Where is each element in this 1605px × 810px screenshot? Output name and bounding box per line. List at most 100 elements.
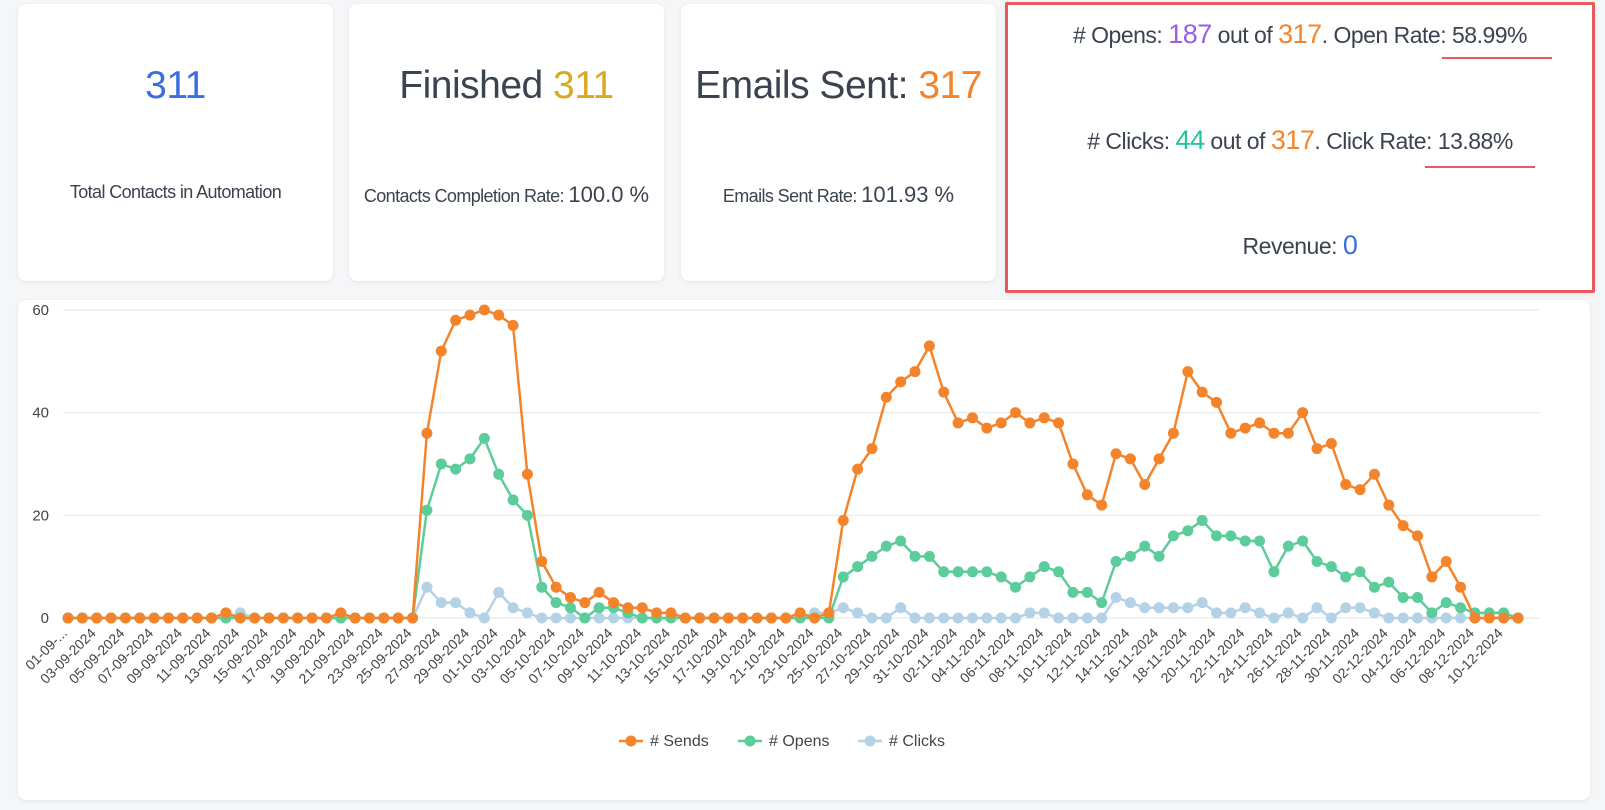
click-rate-value: 13.88% bbox=[1437, 128, 1514, 154]
data-point-opens bbox=[1282, 540, 1294, 552]
data-point-sends bbox=[119, 612, 131, 624]
data-point-opens bbox=[1182, 525, 1194, 537]
data-point-clicks bbox=[493, 586, 505, 598]
data-point-sends bbox=[938, 386, 950, 398]
data-point-sends bbox=[1124, 453, 1136, 465]
data-point-sends bbox=[1024, 417, 1036, 429]
data-point-sends bbox=[206, 612, 218, 624]
data-point-sends bbox=[866, 443, 878, 455]
data-point-clicks bbox=[507, 602, 519, 614]
data-point-opens bbox=[1124, 550, 1136, 562]
data-point-sends bbox=[1254, 417, 1266, 429]
data-point-clicks bbox=[1139, 602, 1151, 614]
legend-marker bbox=[625, 735, 637, 747]
data-point-sends bbox=[966, 412, 978, 424]
data-point-sends bbox=[1239, 422, 1251, 434]
data-point-clicks bbox=[1254, 607, 1266, 619]
data-point-opens bbox=[909, 550, 921, 562]
data-point-sends bbox=[450, 314, 462, 326]
data-point-clicks bbox=[1110, 591, 1122, 603]
data-point-sends bbox=[335, 607, 347, 619]
data-point-opens bbox=[1053, 566, 1065, 578]
data-point-sends bbox=[1368, 468, 1380, 480]
data-point-opens bbox=[1440, 597, 1452, 609]
data-point-opens bbox=[421, 504, 433, 516]
data-point-clicks bbox=[1268, 612, 1280, 624]
data-point-sends bbox=[507, 319, 519, 331]
activity-chart-card: 0 20 40 60 01-09-... 03-09-2024 05-09-2024 07-0… bbox=[18, 300, 1590, 800]
activity-line-chart: 020406001-09-...03-09-202405-09-202407-0… bbox=[22, 302, 1540, 750]
data-point-clicks bbox=[895, 602, 907, 614]
data-point-sends bbox=[622, 602, 634, 614]
data-point-opens bbox=[1412, 591, 1424, 603]
data-point-sends bbox=[1311, 443, 1323, 455]
data-point-sends bbox=[493, 309, 505, 321]
data-point-opens bbox=[450, 463, 462, 475]
data-point-clicks bbox=[564, 612, 576, 624]
data-point-opens bbox=[995, 571, 1007, 583]
data-point-clicks bbox=[1368, 607, 1380, 619]
data-point-sends bbox=[751, 612, 763, 624]
y-tick-label: 0 bbox=[41, 610, 49, 627]
data-point-opens bbox=[1067, 586, 1079, 598]
y-tick-label: 40 bbox=[32, 405, 49, 422]
data-point-opens bbox=[1225, 530, 1237, 542]
data-point-sends bbox=[536, 556, 548, 568]
data-point-sends bbox=[177, 612, 189, 624]
legend-label: # Opens bbox=[769, 733, 829, 750]
data-point-opens bbox=[1455, 602, 1467, 614]
data-point-clicks bbox=[1412, 612, 1424, 624]
data-point-clicks bbox=[1124, 597, 1136, 609]
data-point-sends bbox=[952, 417, 964, 429]
data-point-sends bbox=[62, 612, 74, 624]
finished-value: Finished 311 bbox=[399, 64, 614, 107]
data-point-clicks bbox=[450, 597, 462, 609]
finished-card: Finished 311 Contacts Completion Rate: 1… bbox=[349, 4, 664, 281]
data-point-clicks bbox=[608, 612, 620, 624]
data-point-opens bbox=[966, 566, 978, 578]
legend-label: # Clicks bbox=[889, 733, 945, 750]
data-point-clicks bbox=[1182, 602, 1194, 614]
data-point-opens bbox=[1268, 566, 1280, 578]
data-point-opens bbox=[464, 453, 476, 465]
data-point-clicks bbox=[1024, 607, 1036, 619]
emails-sent-rate: Emails Sent Rate: 101.93 % bbox=[722, 182, 955, 207]
data-point-sends bbox=[995, 417, 1007, 429]
data-point-sends bbox=[521, 468, 533, 480]
opens-summary: # Opens: 187 out of 317. Open Rate: 58.9… bbox=[1072, 19, 1528, 49]
data-point-clicks bbox=[1282, 607, 1294, 619]
data-point-sends bbox=[1512, 612, 1524, 624]
data-point-sends bbox=[1139, 479, 1151, 491]
data-point-sends bbox=[292, 612, 304, 624]
data-point-sends bbox=[105, 612, 117, 624]
data-point-opens bbox=[1239, 535, 1251, 547]
data-point-sends bbox=[1038, 412, 1050, 424]
data-point-sends bbox=[435, 345, 447, 357]
data-point-clicks bbox=[938, 612, 950, 624]
data-point-sends bbox=[1268, 427, 1280, 439]
data-point-clicks bbox=[866, 612, 878, 624]
data-point-clicks bbox=[435, 597, 447, 609]
data-point-opens bbox=[923, 550, 935, 562]
data-point-opens bbox=[1325, 561, 1337, 573]
data-point-opens bbox=[895, 535, 907, 547]
data-point-sends bbox=[679, 612, 691, 624]
data-point-clicks bbox=[966, 612, 978, 624]
data-point-opens bbox=[493, 468, 505, 480]
data-point-opens bbox=[1167, 530, 1179, 542]
data-point-sends bbox=[794, 607, 806, 619]
data-point-clicks bbox=[1311, 602, 1323, 614]
data-point-sends bbox=[981, 422, 993, 434]
data-point-opens bbox=[579, 612, 591, 624]
data-point-sends bbox=[1110, 448, 1122, 460]
data-point-clicks bbox=[1297, 612, 1309, 624]
data-point-sends bbox=[1167, 427, 1179, 439]
y-tick-label: 60 bbox=[32, 302, 49, 319]
data-point-sends bbox=[665, 607, 677, 619]
data-point-opens bbox=[507, 494, 519, 506]
legend-marker bbox=[864, 735, 876, 747]
data-point-sends bbox=[780, 612, 792, 624]
data-point-opens bbox=[1254, 535, 1266, 547]
data-point-opens bbox=[952, 566, 964, 578]
emails-sent-value: Emails Sent: 317 bbox=[695, 64, 982, 107]
